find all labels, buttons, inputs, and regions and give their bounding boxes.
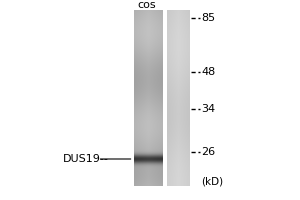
Text: 26: 26 (202, 147, 216, 157)
Text: DUS19--: DUS19-- (63, 154, 109, 164)
Text: cos: cos (138, 0, 156, 10)
Text: 34: 34 (202, 104, 216, 114)
Text: (kD): (kD) (202, 176, 224, 186)
Text: 48: 48 (202, 67, 216, 77)
Text: 85: 85 (202, 13, 216, 23)
